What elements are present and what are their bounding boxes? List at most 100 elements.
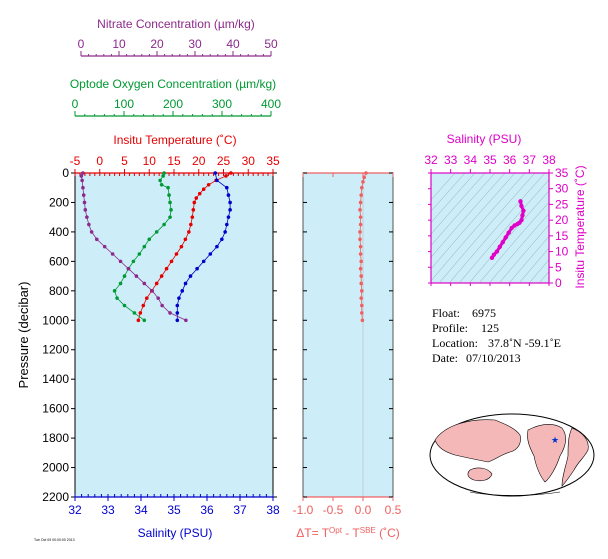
salinity-profile-point: [175, 311, 180, 315]
ts-temperature-tick-label: 35: [555, 166, 569, 180]
pressure-tick-label: 1600: [42, 402, 69, 416]
salinity-tick-label: 34: [134, 503, 148, 517]
world-map-land-australia: [467, 467, 493, 482]
nitrate-profile-point: [81, 171, 85, 175]
pressure-axis-title: Pressure (decibar): [16, 282, 31, 389]
pressure-tick-label: 2200: [42, 490, 69, 504]
temperature-profile-point: [197, 191, 202, 196]
profile-panel-background: [75, 173, 273, 497]
temperature-profile-point: [164, 266, 169, 271]
oxygen-profile-point: [166, 185, 170, 190]
nitrate-profile-point: [85, 215, 89, 219]
temperature-profile-point: [138, 311, 143, 315]
ts-point: [489, 255, 495, 261]
temperature-profile-point: [144, 296, 149, 300]
ts-point: [520, 213, 525, 218]
ts-point: [494, 249, 500, 254]
ts-density-contour: [431, 173, 516, 270]
salinity-profile-point: [180, 289, 185, 293]
oxygen-tick-label: 300: [212, 97, 232, 111]
salinity-tick-label: 35: [167, 503, 181, 517]
ts-salinity-tick-label: 34: [464, 153, 478, 167]
nitrate-profile-point: [94, 237, 99, 242]
ts-salinity-tick-label: 33: [444, 153, 458, 167]
world-map-land-asia: [434, 419, 521, 463]
delta-t-point: [358, 222, 363, 227]
delta-t-point: [358, 244, 363, 249]
oxygen-profile-point: [142, 318, 147, 323]
oxygen-profile-point: [122, 303, 127, 308]
temperature-profile-point: [191, 208, 196, 212]
ts-salinity-tick-label: 36: [503, 153, 517, 167]
temperature-profile-point: [192, 200, 197, 205]
salinity-tick-label: 36: [200, 503, 214, 517]
temperature-tick-label: 20: [192, 154, 206, 168]
nitrate-tick-label: 40: [226, 37, 240, 51]
salinity-profile-point: [215, 178, 219, 183]
nitrate-profile-point: [142, 281, 147, 286]
nitrate-profile-point: [168, 311, 172, 315]
salinity-profile-point: [208, 252, 213, 256]
oxygen-profile-point: [137, 252, 142, 256]
delta-t-point: [362, 175, 367, 180]
delta-t-point: [360, 289, 364, 293]
ts-point: [503, 235, 508, 240]
pressure-tick-label: 200: [49, 195, 69, 209]
oxygen-profile-point: [162, 222, 166, 227]
ts-point: [497, 244, 503, 250]
world-map: ★: [429, 413, 595, 497]
salinity-profile-point: [213, 171, 218, 175]
salinity-profile-point: [225, 222, 229, 227]
delta-t-tick-label: -0.5: [323, 503, 344, 517]
profile-label: Profile:: [432, 321, 468, 335]
ts-point: [500, 239, 505, 245]
nitrate-profile-point: [184, 318, 188, 323]
world-map-antarctica: [469, 491, 561, 496]
delta-t-point: [358, 230, 362, 234]
salinity-profile-point: [175, 318, 180, 323]
float-info: Float: 6975 Profile: 125 Location: 37.8˚…: [432, 306, 561, 365]
ts-point: [506, 230, 511, 235]
nitrate-profile-line: [80, 172, 187, 321]
ts-salinity-tick-label: 35: [483, 153, 497, 167]
salinity-tick-label: 38: [266, 503, 280, 517]
nitrate-profile-point: [87, 222, 91, 227]
ts-temperature-tick-label: 25: [555, 197, 569, 211]
temperature-profile-point: [179, 244, 184, 249]
ts-density-contour: [431, 173, 496, 247]
delta-t-point: [359, 274, 364, 278]
nitrate-profile-point: [89, 230, 94, 234]
temperature-profile-point: [159, 274, 164, 278]
oxygen-profile-point: [142, 244, 147, 249]
pressure-tick-label: 1000: [42, 313, 69, 327]
temperature-profile-point: [190, 215, 195, 219]
ts-temperature-title: Insitu Temperature (˚C): [573, 165, 587, 288]
temperature-axis-title: Insitu Temperature (˚C): [113, 133, 236, 147]
delta-t-point: [361, 180, 365, 184]
temperature-profile-point: [136, 318, 141, 323]
temperature-profile-point: [154, 281, 159, 286]
oxygen-profile-point: [131, 259, 136, 264]
pressure-tick-label: 1200: [42, 343, 69, 357]
nitrate-profile-point: [118, 259, 123, 264]
oxygen-profile-point: [167, 193, 171, 197]
float-value: 6975: [472, 306, 496, 320]
delta-t-panel-background: [303, 173, 393, 497]
delta-t-point: [359, 193, 364, 197]
oxygen-profile-point: [161, 174, 165, 178]
ts-density-contour: [518, 247, 549, 283]
oxygen-profile-point: [158, 178, 162, 183]
temperature-profile-point: [174, 252, 179, 256]
delta-t-point: [360, 318, 365, 323]
oxygen-axis-title: Optode Oxygen Concentration (µm/kg): [70, 77, 276, 91]
temperature-profile-point: [229, 171, 233, 175]
delta-t-axis-title: ΔT= TOpt - TSBE (˚C): [296, 526, 400, 540]
temperature-profile-point: [141, 303, 146, 308]
nitrate-profile-point: [160, 303, 164, 308]
nitrate-profile-point: [83, 208, 88, 212]
delta-t-point: [360, 303, 364, 308]
profile-value: 125: [481, 321, 499, 335]
ts-density-contour: [431, 173, 506, 258]
nitrate-profile-point: [80, 178, 84, 183]
